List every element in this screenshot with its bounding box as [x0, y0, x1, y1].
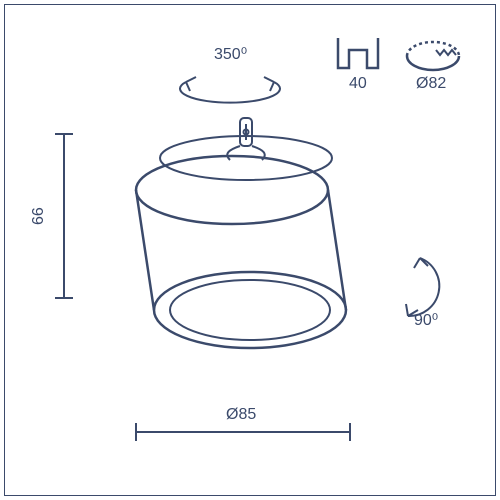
height-label: 66 — [30, 207, 48, 225]
rotation-icon — [170, 60, 290, 110]
rotation-label: 350⁰ — [214, 44, 247, 64]
height-dimension — [44, 126, 84, 306]
base-dia-label: Ø85 — [226, 406, 256, 424]
tilt-label: 90⁰ — [414, 310, 438, 330]
hole-saw-icon — [402, 36, 464, 76]
technical-drawing: { "frame": { "border_color": "#3b4a6b", … — [0, 0, 500, 500]
cutout-width-label: 40 — [349, 75, 367, 93]
cutout-dia-label: Ø82 — [416, 75, 446, 93]
cutout-icon — [336, 36, 380, 72]
fixture-drawing — [120, 110, 380, 370]
